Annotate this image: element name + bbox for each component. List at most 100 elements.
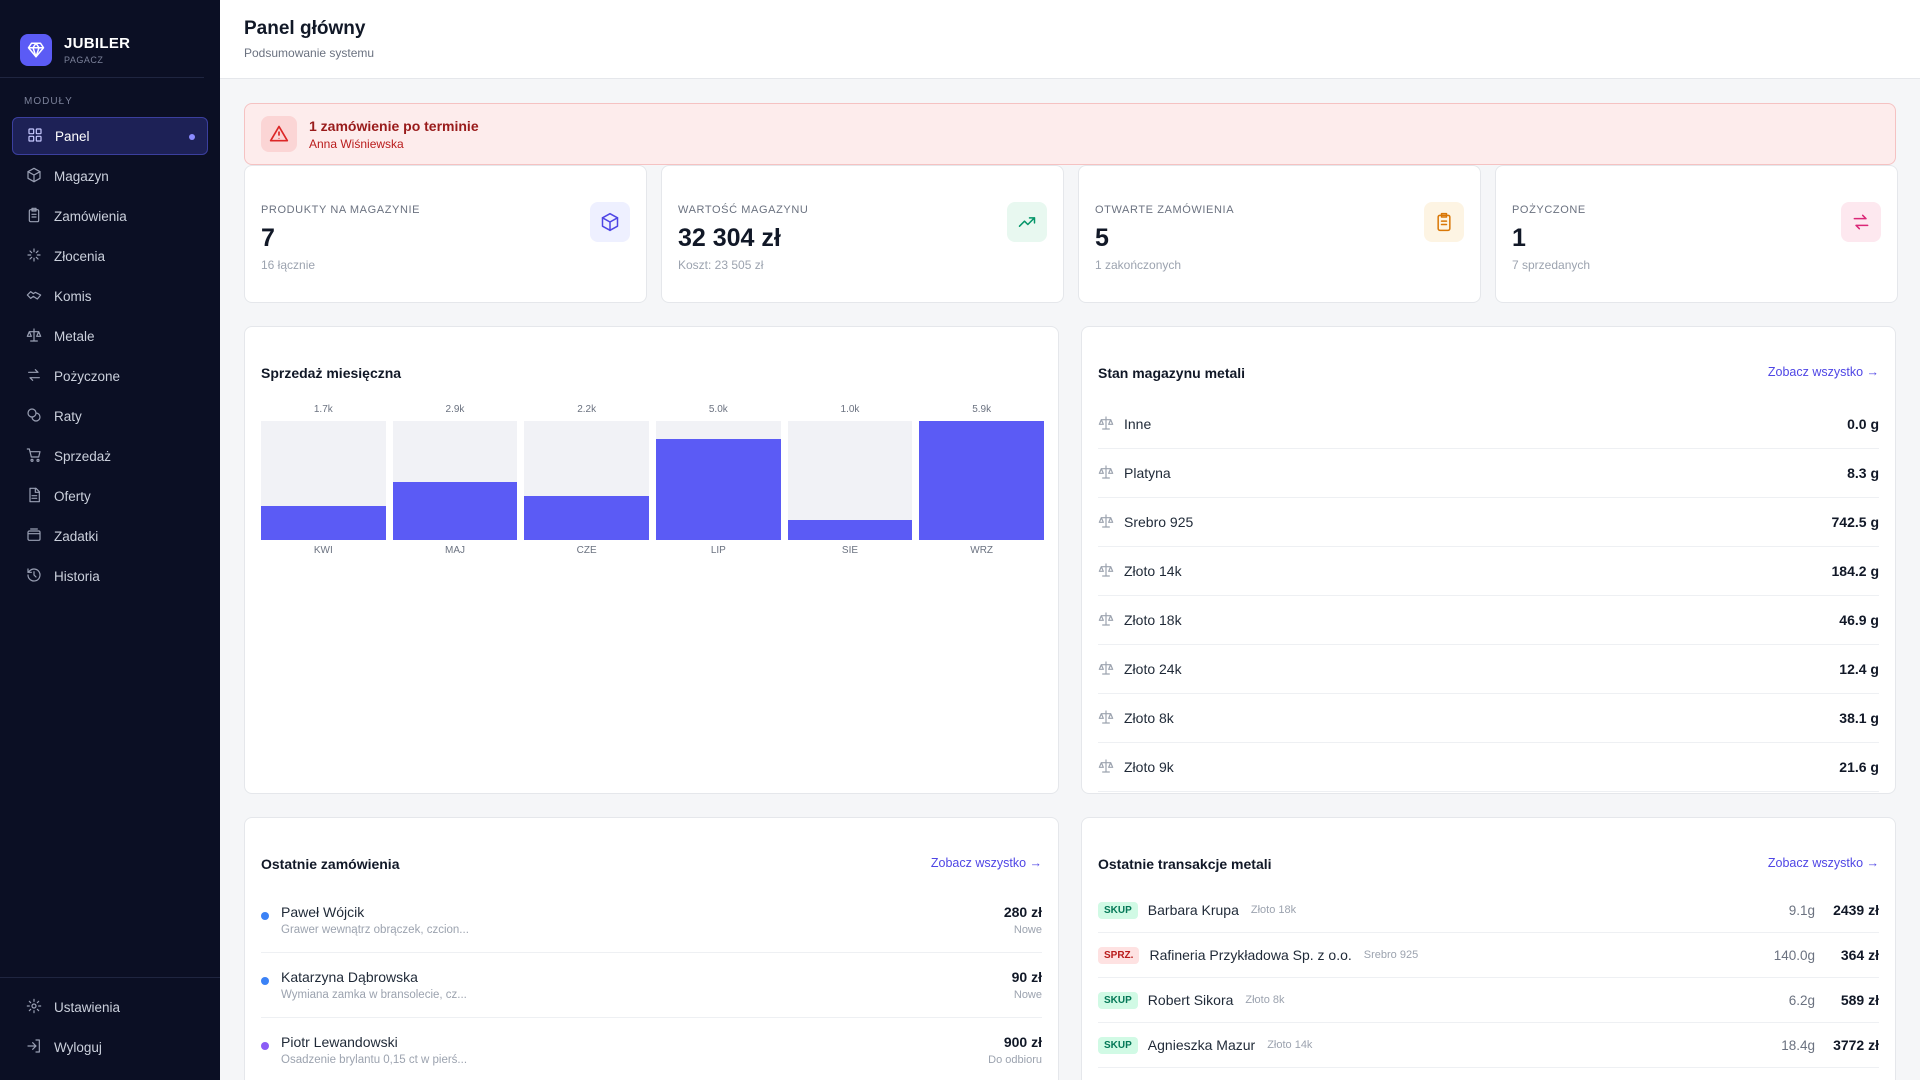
stat-card[interactable]: PRODUKTY NA MAGAZYNIE 7 16 łącznie [244,165,647,303]
order-row[interactable]: Katarzyna Dąbrowska Wymiana zamka w brans… [261,953,1042,1018]
order-status: Nowe [1013,989,1042,1001]
bar[interactable] [656,439,781,540]
orders-card: Ostatnie zamówienia Zobacz wszystko → Pa… [244,817,1059,1080]
metal-row[interactable]: Złoto 18k 46.9 g [1098,596,1879,645]
document-icon [26,487,54,506]
sidebar-item-historia[interactable]: Historia [12,557,208,595]
stat-label: WARTOŚĆ MAGAZYNU [678,204,809,216]
bar-category-label: KWI [313,545,333,556]
metal-weight: 742.5 g [1831,514,1879,530]
transaction-row[interactable]: SKUP Robert Sikora Złoto 8k 6.2g 589 zł [1098,978,1879,1023]
coins-icon [26,407,54,426]
sidebar-item-label: Raty [54,408,82,424]
transaction-row[interactable]: SPRZ. Rafineria Przykładowa Sp. z o.o. Sre… [1098,933,1879,978]
sidebar-item-komis[interactable]: Komis [12,277,208,315]
brand[interactable]: JUBILER PAGACZ [0,0,204,78]
metal-row[interactable]: Złoto 14k 184.2 g [1098,547,1879,596]
gear-icon [26,998,54,1017]
warning-icon [261,116,297,152]
metal-weight: 184.2 g [1831,563,1879,579]
transaction-type-badge: SKUP [1098,1036,1138,1054]
transaction-type-badge: SKUP [1098,991,1138,1009]
transaction-metal: Złoto 14k [1267,1039,1313,1051]
bar-category-label: MAJ [444,545,465,556]
stat-card[interactable]: POŻYCZONE 1 7 sprzedanych [1495,165,1898,303]
sidebar-item-zam-wienia[interactable]: Zamówienia [12,197,208,235]
sidebar-item-ustawienia[interactable]: Ustawienia [12,988,208,1026]
sidebar-item-label: Oferty [54,488,91,504]
brand-sub: PAGACZ [64,54,104,65]
metals-see-all-link[interactable]: Zobacz wszystko → [1767,365,1879,379]
metal-row[interactable]: Złoto 8k 38.1 g [1098,694,1879,743]
bar-value-label: 2.9k [445,404,465,415]
transaction-price: 589 zł [1840,992,1879,1008]
scale-icon [1098,611,1114,630]
scale-icon [1098,513,1114,532]
sidebar-item-metale[interactable]: Metale [12,317,208,355]
transaction-type-badge: SPRZ. [1098,946,1140,964]
sidebar-item-label: Metale [54,328,95,344]
stat-sub: 1 zakończonych [1095,258,1182,272]
bar[interactable] [919,421,1044,540]
orders-title: Ostatnie zamówienia [261,856,400,872]
bar[interactable] [524,495,649,540]
scale-icon [1098,464,1114,483]
sidebar-item-z-ocenia[interactable]: Złocenia [12,237,208,275]
sidebar: JUBILER PAGACZ MODUŁY Panel Magazyn Zamówi… [0,0,220,1080]
transaction-weight: 18.4g [1781,1037,1815,1053]
sidebar-bottom: Ustawienia Wyloguj [0,977,220,1080]
scale-icon [1098,758,1114,777]
metal-row[interactable]: Srebro 925 742.5 g [1098,498,1879,547]
bar-category-label: WRZ [970,545,994,556]
overdue-alert[interactable]: 1 zamówienie po terminie Anna Wiśniewska [244,103,1896,165]
grid-icon [27,127,55,146]
transaction-row[interactable]: SKUP Agnieszka Mazur Złoto 14k 18.4g 3772 zł [1098,1023,1879,1068]
order-row[interactable]: Paweł Wójcik Grawer wewnątrz obrączek, cz… [261,888,1042,953]
sidebar-item-oferty[interactable]: Oferty [12,477,208,515]
alert-subtitle: Anna Wiśniewska [309,136,404,151]
clipboard-icon [26,207,54,226]
sidebar-item-magazyn[interactable]: Magazyn [12,157,208,195]
sidebar-item-raty[interactable]: Raty [12,397,208,435]
bar[interactable] [261,505,386,540]
bar-value-label: 1.0k [840,404,860,415]
page-subtitle: Podsumowanie systemu [244,46,375,60]
bar-category-label: CZE [576,545,597,556]
stat-value: 32 304 zł [678,224,781,252]
transaction-metal: Złoto 8k [1245,994,1285,1006]
scale-icon [1098,562,1114,581]
sidebar-item-label: Ustawienia [54,999,121,1015]
order-customer: Piotr Lewandowski [281,1034,398,1050]
metal-name: Platyna [1124,465,1171,481]
diamond-icon [20,33,52,66]
sidebar-item-zadatki[interactable]: Zadatki [12,517,208,555]
sidebar-item-label: Komis [54,288,92,304]
transactions-card: Ostatnie transakcje metali Zobacz wszyst… [1081,817,1896,1080]
sidebar-item-wyloguj[interactable]: Wyloguj [12,1028,208,1066]
stat-card[interactable]: OTWARTE ZAMÓWIENIA 5 1 zakończonych [1078,165,1481,303]
order-row[interactable]: Piotr Lewandowski Osadzenie brylantu 0,15… [261,1018,1042,1080]
bar-value-label: 2.2k [577,404,597,415]
metal-row[interactable]: Inne 0.0 g [1098,400,1879,449]
sidebar-item-sprzeda-[interactable]: Sprzedaż [12,437,208,475]
transactions-see-all-link[interactable]: Zobacz wszystko → [1767,856,1879,870]
sidebar-item-label: Zadatki [54,528,99,544]
metal-row[interactable]: Złoto 9k 21.6 g [1098,743,1879,792]
metal-name: Złoto 18k [1124,612,1182,628]
metal-row[interactable]: Złoto 24k 12.4 g [1098,645,1879,694]
sidebar-item-panel[interactable]: Panel [12,117,208,155]
bar[interactable] [392,481,518,540]
sidebar-item-po-yczone[interactable]: Pożyczone [12,357,208,395]
bar[interactable] [787,519,913,540]
metal-row[interactable]: Platyna 8.3 g [1098,449,1879,498]
transaction-row[interactable]: SKUP Barbara Krupa Złoto 18k 9.1g 2439 zł [1098,888,1879,933]
metals-card: Stan magazynu metali Zobacz wszystko → I… [1081,326,1896,794]
status-dot [261,1042,269,1050]
order-status: Do odbioru [988,1054,1042,1066]
orders-see-all-link[interactable]: Zobacz wszystko → [930,856,1042,870]
order-amount: 280 zł [1003,904,1042,920]
sidebar-item-label: Pożyczone [54,368,121,384]
stat-card[interactable]: WARTOŚĆ MAGAZYNU 32 304 zł Koszt: 23 505 z… [661,165,1064,303]
bar-category-label: SIE [841,545,859,556]
logout-icon [26,1038,54,1057]
